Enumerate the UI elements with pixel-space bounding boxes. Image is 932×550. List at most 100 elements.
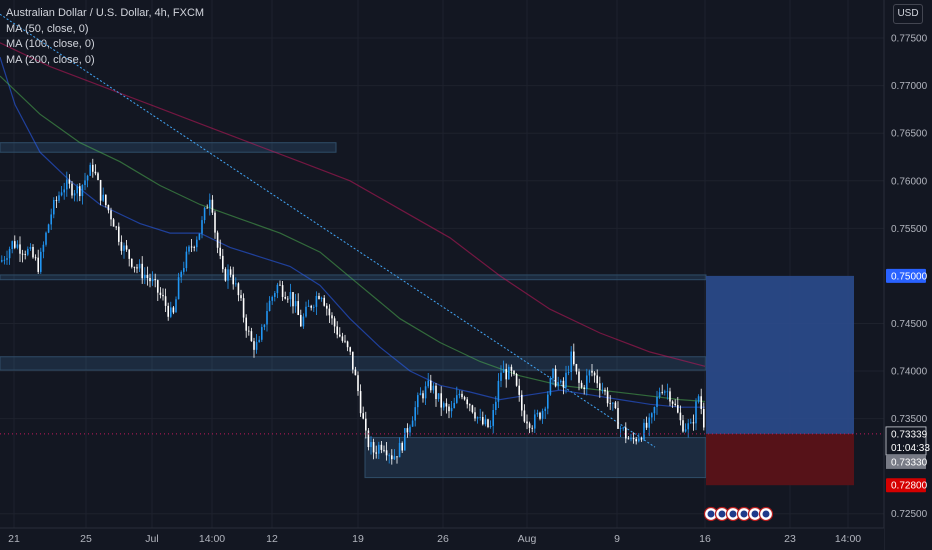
currency-button[interactable]: USD bbox=[893, 4, 923, 24]
candle-body bbox=[630, 438, 632, 440]
candle-body bbox=[198, 233, 201, 240]
candle bbox=[508, 364, 510, 380]
candle-body bbox=[617, 408, 619, 429]
candle bbox=[63, 182, 65, 200]
candle-body bbox=[196, 239, 198, 248]
candle-body bbox=[102, 194, 104, 201]
candle bbox=[120, 235, 123, 255]
candle-body bbox=[541, 410, 544, 419]
candle-body bbox=[14, 241, 16, 248]
candle-body bbox=[222, 255, 224, 270]
candle-body bbox=[76, 186, 78, 194]
candle-body bbox=[419, 393, 422, 396]
candle bbox=[107, 204, 110, 214]
candle bbox=[666, 383, 669, 400]
candle bbox=[664, 389, 666, 396]
candle bbox=[484, 414, 487, 427]
candle bbox=[193, 245, 195, 252]
candle bbox=[209, 193, 211, 216]
candle-body bbox=[315, 295, 318, 307]
candle-body bbox=[487, 419, 489, 428]
candle bbox=[248, 326, 250, 336]
candle bbox=[352, 351, 354, 374]
candle-body bbox=[333, 318, 336, 327]
candle-body bbox=[661, 392, 663, 393]
candle bbox=[380, 440, 383, 454]
candle bbox=[29, 243, 32, 251]
candle-body bbox=[172, 307, 175, 313]
candle bbox=[263, 324, 266, 331]
candle-body bbox=[354, 369, 357, 376]
candle bbox=[635, 436, 637, 445]
ma200-label[interactable]: MA (200, close, 0) bbox=[6, 53, 95, 66]
candle-body bbox=[536, 412, 539, 415]
candle-body bbox=[84, 180, 86, 186]
symbol-title[interactable]: Australian Dollar / U.S. Dollar, 4h, FXC… bbox=[6, 7, 205, 19]
candle bbox=[354, 366, 357, 376]
candle bbox=[661, 384, 663, 395]
candle-body bbox=[55, 199, 58, 201]
candle-body bbox=[211, 199, 214, 213]
candle-body bbox=[224, 269, 227, 281]
candle-body bbox=[287, 298, 289, 300]
candle-body bbox=[159, 292, 162, 296]
candle bbox=[679, 405, 682, 426]
candle-body bbox=[162, 295, 164, 297]
candle-body bbox=[370, 442, 372, 448]
candle bbox=[131, 258, 133, 269]
candle bbox=[336, 321, 338, 339]
event-flag-icon[interactable] bbox=[714, 506, 730, 522]
candle-body bbox=[11, 241, 13, 250]
candle-body bbox=[177, 277, 180, 300]
time-tick-label: 14:00 bbox=[835, 533, 861, 545]
candle-body bbox=[440, 393, 442, 408]
candle bbox=[55, 196, 58, 208]
candle-body bbox=[539, 412, 541, 419]
candle bbox=[14, 235, 16, 250]
candle bbox=[614, 400, 617, 410]
candle bbox=[266, 302, 268, 332]
candle-body bbox=[307, 305, 310, 307]
candle bbox=[406, 423, 409, 438]
candle bbox=[565, 365, 567, 394]
target-price-label: 0.75000 bbox=[891, 271, 928, 282]
candle bbox=[313, 304, 315, 312]
candle-body bbox=[216, 232, 219, 248]
candle bbox=[677, 396, 679, 414]
candle-body bbox=[638, 438, 640, 442]
time-tick-label: 12 bbox=[266, 533, 278, 545]
candle bbox=[424, 381, 427, 405]
candle bbox=[536, 409, 539, 417]
candle bbox=[196, 236, 198, 252]
candle bbox=[94, 164, 97, 176]
candle bbox=[302, 313, 305, 329]
candle bbox=[687, 419, 689, 438]
candle-body bbox=[245, 317, 247, 331]
candle bbox=[320, 296, 323, 302]
candle-body bbox=[534, 414, 536, 429]
candle-body bbox=[375, 452, 377, 454]
countdown-label: 01:04:33 bbox=[891, 443, 930, 454]
candle-body bbox=[34, 257, 37, 259]
stop-price-label: 0.72800 bbox=[891, 481, 928, 492]
candle bbox=[92, 158, 94, 178]
candle-body bbox=[99, 180, 102, 201]
ma50-label[interactable]: MA (50, close, 0) bbox=[6, 22, 89, 35]
support-zone bbox=[364, 437, 707, 479]
candle-body bbox=[424, 386, 427, 399]
candle-body bbox=[180, 271, 182, 278]
candle bbox=[609, 395, 611, 410]
candle-body bbox=[50, 214, 52, 225]
event-flag-icon[interactable] bbox=[758, 506, 774, 522]
candle-body bbox=[164, 296, 167, 306]
candle bbox=[560, 379, 562, 384]
candle bbox=[271, 295, 273, 305]
ma100-label[interactable]: MA (100, close, 0) bbox=[6, 38, 95, 50]
candle bbox=[599, 376, 601, 398]
candle-body bbox=[328, 308, 331, 316]
candle-body bbox=[141, 263, 143, 279]
candle bbox=[21, 249, 24, 263]
candle bbox=[11, 240, 13, 254]
candle bbox=[190, 238, 193, 252]
